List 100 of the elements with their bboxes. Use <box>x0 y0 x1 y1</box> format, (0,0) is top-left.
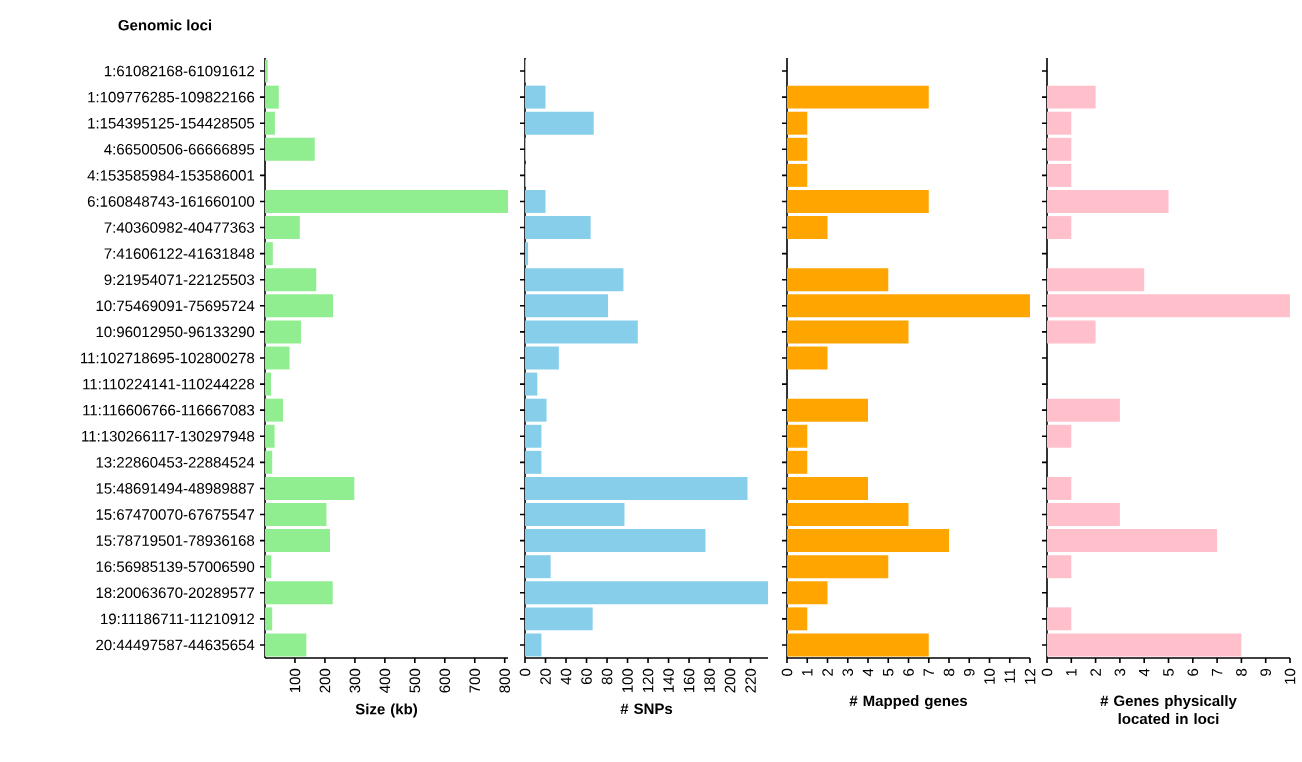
y-tick-label: 7:41606122-41631848 <box>104 248 255 259</box>
bar <box>787 85 929 109</box>
bar <box>1047 633 1242 657</box>
x-tick-label: 9 <box>1260 668 1272 676</box>
x-tick-label: 8 <box>1236 668 1247 676</box>
x-tick-label: 8 <box>943 668 955 676</box>
y-tick-label: 1:154395125-154428505 <box>88 117 255 129</box>
bar <box>265 633 307 657</box>
bar <box>525 581 769 605</box>
bar <box>265 111 275 135</box>
x-axis-title: # SNPs <box>620 703 673 715</box>
x-axis-title: # Genes physically located in loci <box>1100 695 1237 725</box>
x-tick-label: 60 <box>581 668 592 685</box>
x-tick-label: 1 <box>802 668 813 676</box>
x-tick-label: 2 <box>822 668 833 676</box>
y-tick-label: 4:153585984-153586001 <box>87 170 255 181</box>
bar <box>525 372 538 396</box>
x-tick-label: 400 <box>379 668 391 693</box>
y-tick-label: 4:66500506-66666895 <box>104 143 255 155</box>
bar <box>265 346 290 370</box>
bar <box>787 450 808 474</box>
bar <box>525 424 542 448</box>
bar <box>787 163 808 187</box>
x-tick-label: 10 <box>984 668 995 684</box>
x-tick-label: 200 <box>319 668 331 693</box>
bar <box>525 633 542 657</box>
x-tick-label: 700 <box>469 668 481 693</box>
x-tick-label: 4 <box>862 668 874 677</box>
bar <box>787 137 808 161</box>
bar <box>525 294 609 318</box>
bar <box>787 581 828 605</box>
y-tick-label: 15:67470070-67675547 <box>96 509 255 520</box>
bar <box>1047 111 1072 135</box>
y-tick-label: 20:44497587-44635654 <box>96 639 255 651</box>
bar <box>787 503 909 526</box>
x-tick-label: 5 <box>1163 668 1174 676</box>
y-tick-label: 11:110224141-110244228 <box>83 378 255 390</box>
x-tick-label: 0 <box>781 668 793 676</box>
bar <box>525 111 594 135</box>
bar <box>265 268 317 292</box>
bar <box>265 85 279 109</box>
x-tick-label: 11 <box>1004 668 1015 683</box>
y-tick-label: 7:40360982-40477363 <box>104 222 255 233</box>
bar <box>1047 607 1072 631</box>
bar <box>525 190 546 213</box>
y-tick-label: 15:48691494-48989887 <box>96 483 255 494</box>
bar <box>787 476 869 500</box>
bar <box>525 529 706 553</box>
bar <box>1047 320 1096 344</box>
bar <box>787 320 909 344</box>
bar <box>525 555 551 579</box>
y-tick-label: 1:109776285-109822166 <box>88 91 255 103</box>
bar <box>1047 424 1072 448</box>
bar <box>525 607 593 631</box>
bar <box>265 242 273 266</box>
bar <box>787 633 929 657</box>
bar <box>265 398 283 422</box>
x-tick-label: 1 <box>1066 668 1077 676</box>
y-tick-label: 11:130266117-130297948 <box>82 430 255 442</box>
bar <box>265 503 327 526</box>
x-tick-label: 9 <box>963 668 975 676</box>
bar <box>525 503 625 526</box>
bar <box>265 529 331 553</box>
bar <box>525 85 546 109</box>
x-tick-label: 7 <box>923 668 934 676</box>
x-tick-label: 140 <box>663 668 674 693</box>
bar <box>787 190 929 213</box>
bar <box>787 607 808 631</box>
x-tick-label: 12 <box>1024 668 1036 684</box>
bar <box>1047 163 1072 187</box>
bar <box>265 294 334 318</box>
x-axis-title: Size (kb) <box>355 703 418 718</box>
y-tick-label: 18:20063670-20289577 <box>96 587 255 599</box>
x-tick-label: 220 <box>745 668 756 693</box>
bar <box>525 450 542 474</box>
y-tick-label: 10:75469091-75695724 <box>96 300 255 312</box>
bar <box>1047 529 1218 553</box>
x-tick-label: 3 <box>842 668 854 676</box>
bar <box>525 268 624 292</box>
x-tick-label: 800 <box>499 668 511 693</box>
x-tick-label: 300 <box>349 668 361 693</box>
bar <box>265 372 271 396</box>
bar <box>265 190 509 213</box>
x-tick-label: 4 <box>1139 668 1150 677</box>
bar <box>1047 85 1096 109</box>
bar <box>787 268 889 292</box>
y-tick-label: 15:78719501-78936168 <box>96 535 255 546</box>
x-tick-label: 7 <box>1211 668 1223 676</box>
bar <box>265 59 268 83</box>
y-tick-label: 13:22860453-22884524 <box>96 457 255 468</box>
y-tick-label: 6:160848743-161660100 <box>87 196 255 207</box>
bar <box>1047 190 1169 213</box>
x-tick-label: 3 <box>1114 668 1126 676</box>
bar <box>1047 294 1290 318</box>
x-tick-label: 120 <box>642 668 654 693</box>
bar <box>1047 555 1072 579</box>
bar <box>1047 503 1120 526</box>
x-tick-label: 6 <box>903 668 914 676</box>
bar <box>525 398 547 422</box>
bar <box>265 137 315 161</box>
